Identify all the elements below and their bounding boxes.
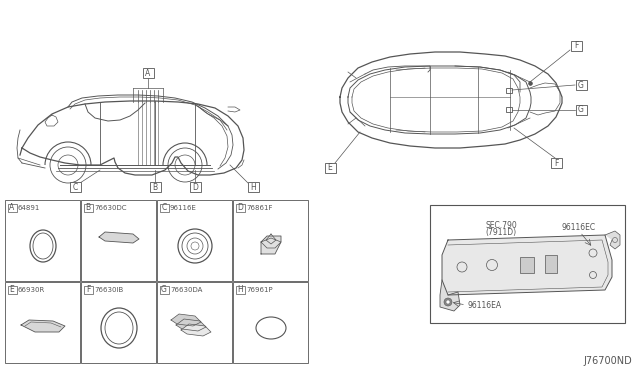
Bar [189,182,200,192]
Bar [550,158,561,168]
Bar [5,282,80,363]
Text: E: E [10,285,14,295]
Text: H: H [250,183,256,192]
Text: G: G [578,80,584,90]
Text: (7911D): (7911D) [485,228,516,237]
Bar [81,282,156,363]
Polygon shape [442,235,612,295]
Text: B: B [85,203,91,212]
Polygon shape [181,324,211,336]
Text: J76700ND: J76700ND [583,356,632,366]
Polygon shape [440,280,460,311]
Text: F: F [86,285,90,295]
Text: 76630IB: 76630IB [94,287,124,293]
Circle shape [446,300,450,304]
Text: D: D [192,183,198,192]
Text: G: G [578,106,584,115]
Polygon shape [21,320,65,332]
Bar [248,182,259,192]
Text: A: A [145,68,150,77]
Bar [159,286,168,294]
Bar [570,41,582,51]
Text: G: G [161,285,167,295]
Bar [157,200,232,281]
Text: 96116E: 96116E [170,205,197,211]
Text: C: C [72,183,77,192]
Bar [233,200,308,281]
Polygon shape [99,232,139,243]
Polygon shape [176,319,206,331]
Text: 76630DA: 76630DA [170,287,202,293]
Bar [430,205,625,323]
Bar [575,105,586,115]
Text: C: C [161,203,166,212]
Text: 96116EC: 96116EC [562,222,596,231]
Bar [575,80,586,90]
Bar [324,163,335,173]
Bar [545,255,557,273]
Bar [81,200,156,281]
Text: 64891: 64891 [18,205,40,211]
Text: B: B [152,183,157,192]
Text: F: F [554,158,558,167]
Bar [236,204,244,212]
Bar [8,204,17,212]
Text: 96116EA: 96116EA [468,301,502,310]
Bar [143,68,154,78]
Text: 76961P: 76961P [246,287,273,293]
Bar [157,282,232,363]
Polygon shape [171,314,201,326]
Bar [159,204,168,212]
Bar [70,182,81,192]
Text: 76861F: 76861F [246,205,273,211]
Bar [5,200,80,281]
Polygon shape [261,236,281,254]
Text: D: D [237,203,243,212]
Text: 66930R: 66930R [18,287,45,293]
Text: E: E [328,164,332,173]
Bar [520,257,534,273]
Text: H: H [237,285,243,295]
Text: A: A [10,203,15,212]
Bar [83,204,93,212]
Bar [150,182,161,192]
Text: 76630DC: 76630DC [94,205,127,211]
Text: F: F [574,42,578,51]
Bar [233,282,308,363]
Bar [506,88,512,93]
Text: SEC.790: SEC.790 [485,221,516,230]
Polygon shape [605,231,620,249]
Bar [83,286,93,294]
Bar [236,286,244,294]
Bar [8,286,17,294]
Circle shape [444,298,452,306]
Bar [506,107,512,112]
